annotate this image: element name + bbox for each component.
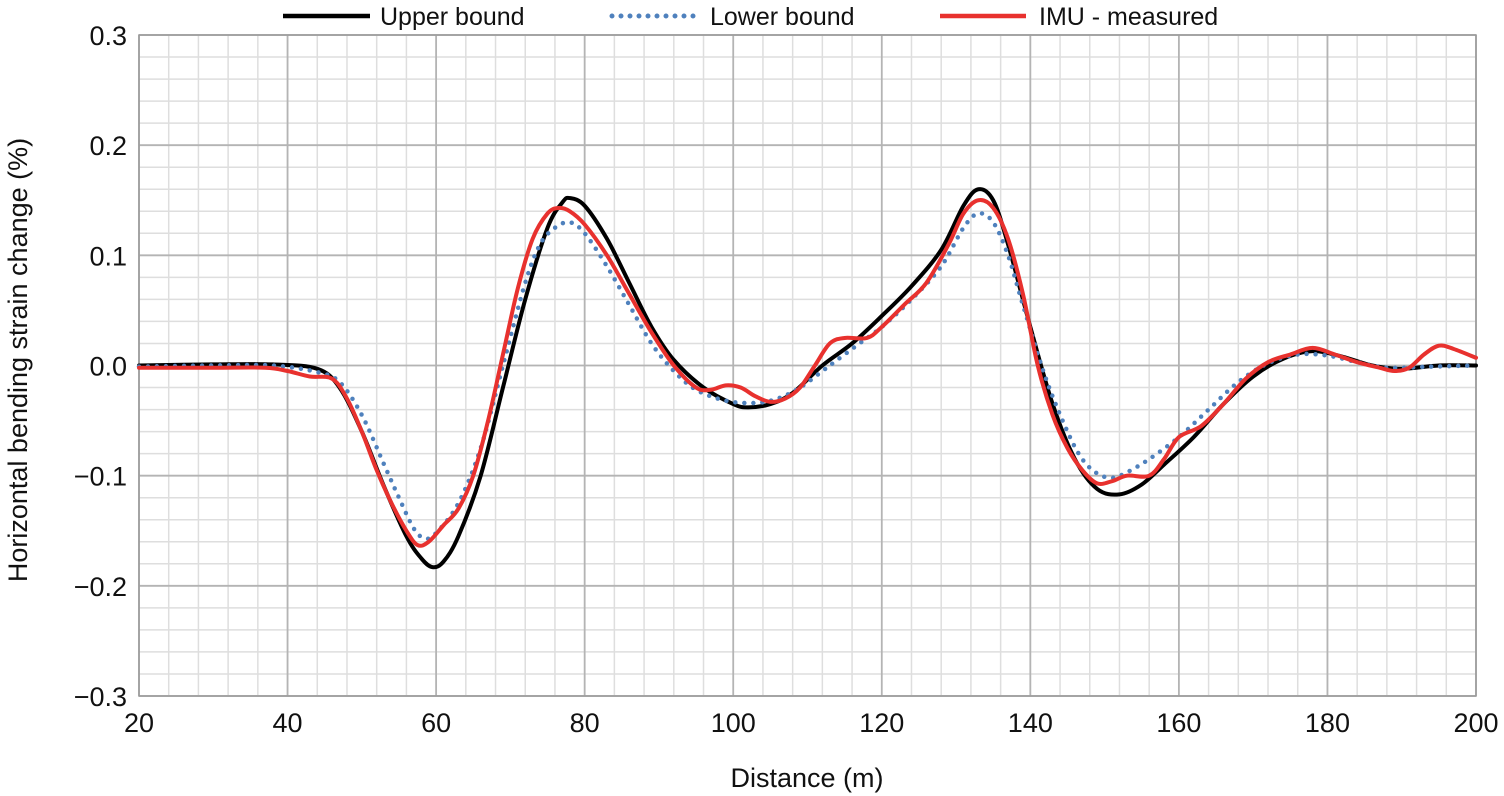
y-tick-label: −0.2 (74, 572, 127, 602)
y-tick-label: 0.2 (89, 131, 127, 161)
x-tick-label: 200 (1453, 708, 1498, 738)
legend-label: Lower bound (710, 3, 855, 31)
legend-label: Upper bound (380, 3, 525, 31)
y-tick-label: −0.1 (74, 462, 127, 492)
x-tick-label: 80 (570, 708, 600, 738)
legend-item: IMU - measured (940, 3, 1218, 31)
x-tick-label: 100 (711, 708, 756, 738)
legend-label: IMU - measured (1039, 3, 1218, 31)
y-axis-title: Horizontal bending strain change (%) (3, 138, 33, 582)
x-tick-label: 60 (421, 708, 451, 738)
x-tick-label: 140 (1008, 708, 1053, 738)
x-tick-label: 180 (1305, 708, 1350, 738)
x-tick-label: 40 (273, 708, 303, 738)
legend-item: Upper bound (283, 3, 525, 31)
y-tick-label: −0.3 (74, 682, 127, 712)
x-tick-label: 120 (859, 708, 904, 738)
legend-item: Lower bound (609, 3, 855, 31)
legend: Upper bound Lower bound IMU - measured (283, 3, 1218, 31)
x-axis-title: Distance (m) (730, 763, 883, 793)
y-tick-label: 0.1 (89, 241, 127, 271)
y-tick-label: 0.0 (89, 352, 127, 382)
x-axis-ticks: 20 40 60 80 100 120 140 160 180 200 (124, 708, 1499, 738)
series-line-imu-measured (137, 198, 1478, 548)
y-tick-label: 0.3 (89, 21, 127, 51)
series-layer (136, 187, 1479, 570)
x-tick-label: 160 (1156, 708, 1201, 738)
x-tick-label: 20 (124, 708, 154, 738)
y-axis-ticks: 0.3 0.2 0.1 0.0 −0.1 −0.2 −0.3 (74, 21, 127, 712)
